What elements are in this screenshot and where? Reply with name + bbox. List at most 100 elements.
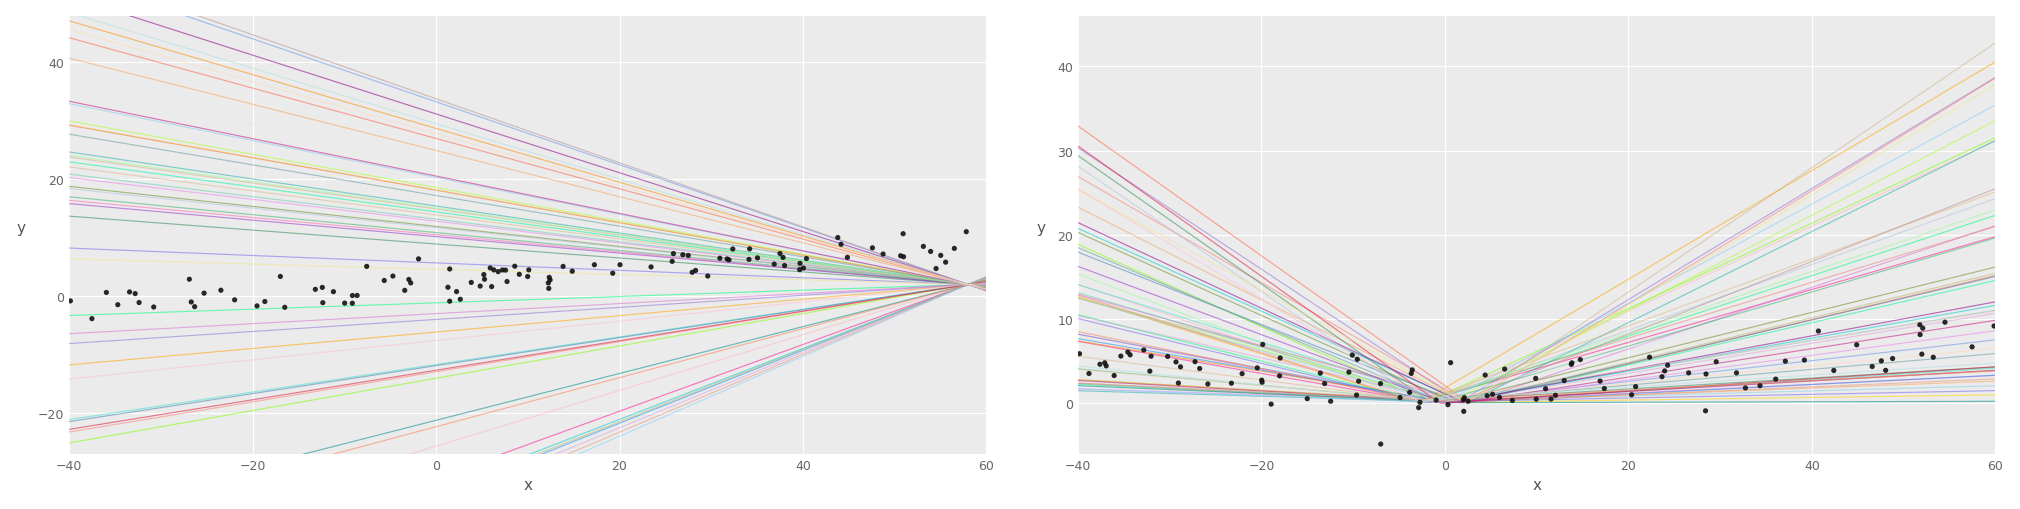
Point: [469, 276, 501, 284]
Point: [475, 264, 507, 272]
Point: [1164, 363, 1196, 371]
Point: [477, 266, 509, 274]
Point: [1489, 365, 1521, 374]
Point: [1788, 356, 1820, 364]
Point: [248, 298, 281, 306]
Point: [1240, 364, 1273, 372]
Point: [1135, 352, 1168, 360]
Point: [1652, 361, 1685, 370]
Point: [937, 245, 970, 253]
Point: [1759, 375, 1792, 383]
Point: [1535, 395, 1568, 403]
Point: [533, 276, 566, 285]
Point: [299, 286, 331, 294]
Point: [711, 256, 743, 264]
Point: [1563, 356, 1596, 364]
Point: [1091, 362, 1123, 370]
Point: [733, 245, 766, 253]
Point: [887, 230, 919, 238]
Point: [1539, 391, 1572, 400]
Point: [531, 279, 564, 288]
Point: [784, 260, 816, 268]
Point: [240, 302, 273, 310]
Point: [317, 288, 349, 296]
Point: [1333, 369, 1366, 377]
Point: [1818, 366, 1850, 375]
Point: [703, 254, 735, 263]
Point: [1366, 440, 1398, 448]
Point: [741, 254, 774, 263]
Y-axis label: y: y: [1036, 220, 1044, 235]
Point: [1905, 350, 1937, 358]
Point: [1483, 393, 1515, 402]
Point: [1477, 390, 1509, 399]
Point: [1729, 384, 1761, 392]
Point: [1634, 353, 1666, 361]
Point: [269, 304, 301, 312]
Point: [1162, 379, 1194, 387]
Point: [113, 288, 145, 296]
Point: [91, 289, 123, 297]
Point: [1691, 370, 1723, 378]
Point: [1620, 383, 1652, 391]
Point: [604, 261, 636, 269]
Point: [790, 255, 822, 263]
Point: [1315, 398, 1347, 406]
Point: [1917, 354, 1949, 362]
Point: [392, 276, 424, 284]
Point: [634, 263, 667, 271]
Point: [919, 265, 951, 273]
Point: [717, 245, 749, 253]
Point: [691, 272, 723, 280]
Point: [822, 234, 854, 242]
Point: [1265, 354, 1297, 362]
Point: [1673, 369, 1705, 377]
Point: [1469, 371, 1501, 379]
Point: [768, 254, 800, 262]
Point: [758, 261, 790, 269]
Point: [1291, 395, 1323, 403]
Point: [925, 252, 957, 260]
Point: [178, 303, 210, 311]
Point: [656, 258, 689, 266]
Point: [434, 298, 467, 306]
Point: [784, 266, 816, 274]
Point: [1877, 355, 1909, 363]
Point: [1246, 376, 1279, 384]
Point: [907, 243, 939, 251]
Point: [1384, 393, 1416, 402]
Point: [885, 252, 917, 260]
Point: [1394, 388, 1426, 397]
Point: [1770, 357, 1802, 365]
Point: [1246, 341, 1279, 349]
Point: [1978, 322, 2010, 330]
Point: [1063, 350, 1095, 358]
Point: [1192, 380, 1224, 388]
Point: [307, 299, 339, 307]
Point: [1584, 377, 1616, 385]
Point: [1341, 391, 1374, 400]
Point: [1113, 351, 1145, 359]
Point: [867, 250, 899, 259]
Point: [394, 279, 426, 288]
Point: [174, 275, 206, 284]
Point: [1555, 359, 1588, 367]
Point: [1864, 357, 1897, 365]
Point: [1497, 397, 1529, 405]
Point: [1341, 356, 1374, 364]
Point: [949, 228, 982, 236]
Point: [483, 268, 515, 276]
Point: [368, 277, 400, 285]
Point: [119, 290, 152, 298]
Point: [1420, 396, 1452, 404]
Point: [547, 263, 580, 271]
Point: [204, 287, 236, 295]
Point: [434, 265, 467, 273]
Point: [596, 270, 628, 278]
Point: [1840, 341, 1873, 349]
Point: [137, 303, 170, 312]
Point: [1868, 366, 1901, 375]
Point: [307, 284, 339, 292]
Point: [1089, 359, 1121, 367]
Point: [1305, 370, 1337, 378]
